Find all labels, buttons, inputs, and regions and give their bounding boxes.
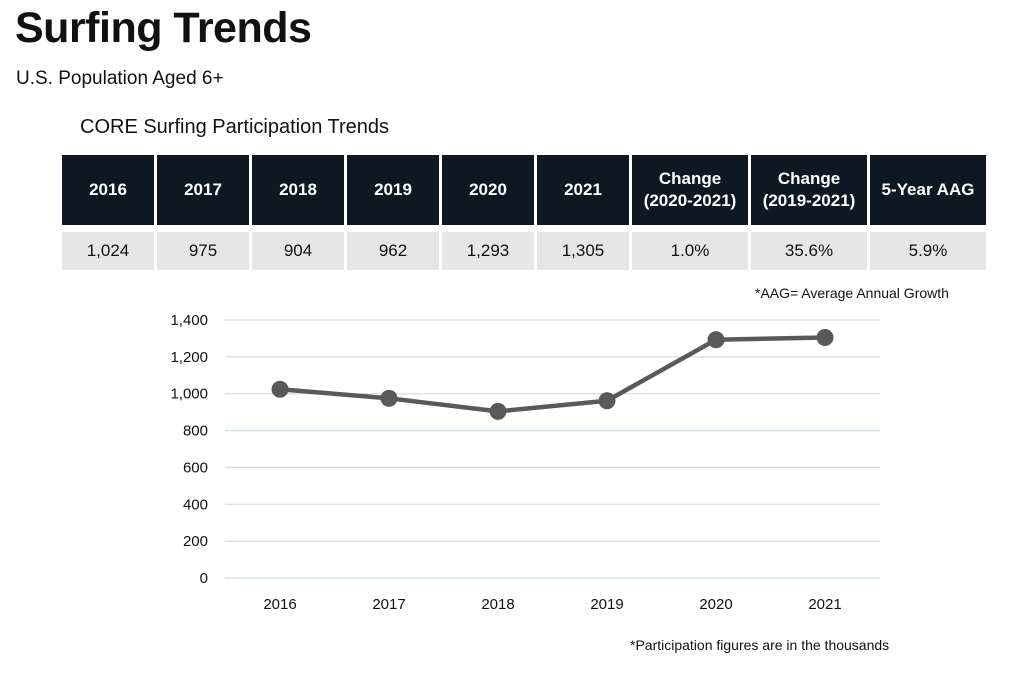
table-header-cell: 2021: [537, 155, 629, 225]
table-cell: 1,305: [537, 225, 629, 270]
y-tick-label: 400: [183, 496, 208, 513]
table-cell: 35.6%: [751, 225, 867, 270]
data-point: [816, 329, 834, 347]
y-axis-ticks: 0 200 400 600 800 1,000 1,200 1,400: [170, 312, 208, 587]
table-header-cell: 2016: [62, 155, 154, 225]
table-header-cell: 2017: [157, 155, 249, 225]
table-header-cell: Change (2020-2021): [632, 155, 748, 225]
y-tick-label: 600: [183, 459, 208, 476]
x-tick-label: 2019: [590, 596, 623, 613]
x-tick-label: 2021: [808, 596, 841, 613]
table-cell: 5.9%: [870, 225, 986, 270]
x-tick-label: 2020: [699, 596, 732, 613]
y-tick-label: 1,000: [170, 386, 208, 403]
table-header-row: 2016 2017 2018 2019 2020 2021 Change (20…: [62, 155, 986, 225]
table-header-cell: 2019: [347, 155, 439, 225]
x-tick-label: 2018: [481, 596, 514, 613]
table-header-cell: 2018: [252, 155, 344, 225]
table-cell: 904: [252, 225, 344, 270]
data-point: [489, 402, 507, 420]
table-header-cell: 2020: [442, 155, 534, 225]
y-tick-label: 800: [183, 423, 208, 440]
series-layer: [271, 329, 834, 420]
table-cell: 1,024: [62, 225, 154, 270]
series-line: [277, 335, 828, 414]
data-point: [271, 380, 289, 398]
table-cell: 1,293: [442, 225, 534, 270]
data-point: [380, 389, 398, 407]
y-tick-label: 1,400: [170, 312, 208, 329]
table-header-cell: Change (2019-2021): [751, 155, 867, 225]
table-cell: 975: [157, 225, 249, 270]
y-tick-label: 0: [200, 570, 208, 587]
x-axis-ticks: 2016 2017 2018 2019 2020 2021: [263, 596, 841, 613]
units-footnote: *Participation figures are in the thousa…: [630, 637, 890, 653]
table-cell: 962: [347, 225, 439, 270]
x-tick-label: 2016: [263, 596, 296, 613]
page-title: Surfing Trends: [15, 4, 312, 52]
table-cell: 1.0%: [632, 225, 748, 270]
table-header-cell: 5-Year AAG: [870, 155, 986, 225]
y-tick-label: 200: [183, 533, 208, 550]
grid-lines: [225, 319, 880, 579]
data-point: [707, 331, 725, 349]
table-title: CORE Surfing Participation Trends: [80, 116, 390, 138]
y-tick-label: 1,200: [170, 349, 208, 366]
participation-table: 2016 2017 2018 2019 2020 2021 Change (20…: [59, 155, 989, 270]
table-row: 1,024 975 904 962 1,293 1,305 1.0% 35.6%…: [62, 225, 986, 270]
data-point: [598, 392, 616, 410]
page-subtitle: U.S. Population Aged 6+: [16, 68, 224, 89]
x-tick-label: 2017: [372, 596, 405, 613]
aag-footnote: *AAG= Average Annual Growth: [755, 285, 949, 301]
